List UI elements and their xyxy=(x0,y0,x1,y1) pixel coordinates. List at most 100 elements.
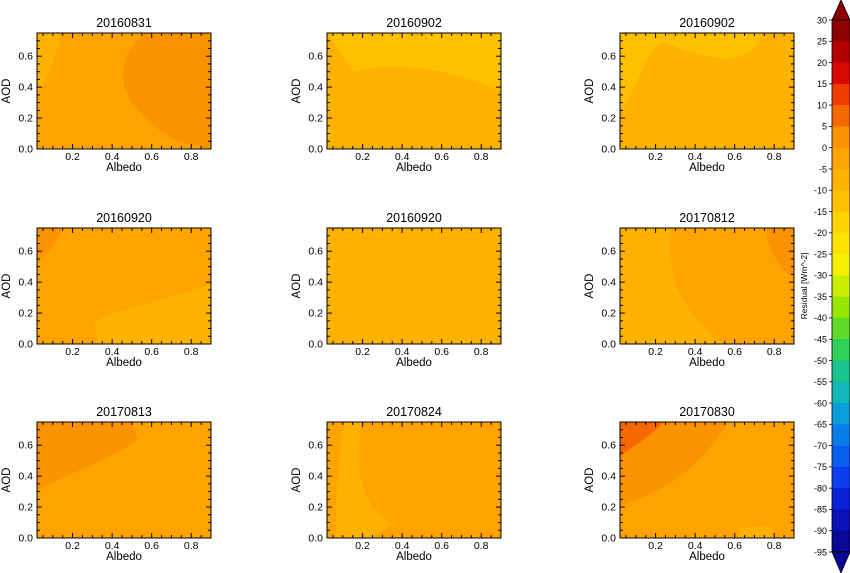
colorbar-segment xyxy=(832,381,850,404)
colorbar-tick-label: 0 xyxy=(822,143,827,153)
x-tick-label: 0.6 xyxy=(727,346,742,358)
x-tick-label: 0.4 xyxy=(395,540,410,552)
x-axis-label: Albedo xyxy=(106,551,142,563)
y-tick-label: 0.0 xyxy=(601,533,616,545)
colorbar-segment xyxy=(832,62,850,85)
panel-title: 20170830 xyxy=(679,405,735,419)
y-axis-label: AOD xyxy=(1,274,13,299)
colorbar-label: Residual [Wm^-2] xyxy=(799,253,809,320)
y-tick-label: 0.4 xyxy=(308,82,323,94)
colorbar-tick-label: -30 xyxy=(814,271,827,281)
x-tick-label: 0.2 xyxy=(648,151,663,163)
colorbar-tick-label: 15 xyxy=(817,79,827,89)
contour-fills xyxy=(327,33,501,149)
y-tick-label: 0.0 xyxy=(308,339,323,351)
contour-region xyxy=(335,422,394,538)
x-axis-label: Albedo xyxy=(689,551,725,563)
y-tick-label: 0.0 xyxy=(308,144,323,156)
x-axis-label: Albedo xyxy=(106,162,142,174)
y-tick-label: 0.4 xyxy=(18,82,33,94)
y-tick-label: 0.6 xyxy=(601,440,616,452)
colorbar-segment xyxy=(832,254,850,276)
y-axis-label: AOD xyxy=(584,468,596,493)
y-tick-label: 0.6 xyxy=(18,246,33,258)
colorbar-tick-label: -55 xyxy=(814,377,827,387)
colorbar-segment xyxy=(832,83,850,106)
panel-title: 20170813 xyxy=(96,405,152,419)
x-tick-label: 0.2 xyxy=(65,346,80,358)
colorbar-tick-label: -15 xyxy=(814,207,827,217)
contour-region xyxy=(327,228,501,344)
contour-fills xyxy=(620,228,794,344)
x-tick-label: 0.8 xyxy=(767,346,782,358)
x-tick-label: 0.4 xyxy=(688,540,703,552)
x-tick-label: 0.6 xyxy=(434,151,449,163)
colorbar-segment xyxy=(832,339,850,361)
x-tick-label: 0.2 xyxy=(648,346,663,358)
y-tick-label: 0.6 xyxy=(601,51,616,63)
contour-fills xyxy=(620,33,794,149)
colorbar-segment xyxy=(832,126,850,148)
colorbar-tick-label: -50 xyxy=(814,356,827,366)
colorbar-segment xyxy=(832,509,850,532)
x-tick-label: 0.4 xyxy=(105,151,120,163)
colorbar-tick-label: -75 xyxy=(814,462,827,472)
y-tick-label: 0.0 xyxy=(18,533,33,545)
panel-title: 20160902 xyxy=(386,16,442,30)
y-tick-label: 0.0 xyxy=(601,144,616,156)
x-tick-label: 0.8 xyxy=(474,540,489,552)
colorbar-segment xyxy=(832,190,850,212)
colorbar-tick-label: 25 xyxy=(817,37,827,47)
y-axis-label: AOD xyxy=(291,274,303,299)
colorbar-tick-label: -80 xyxy=(814,483,827,493)
y-tick-label: 0.2 xyxy=(601,113,616,125)
x-tick-label: 0.2 xyxy=(65,540,80,552)
colorbar-tick-label: -5 xyxy=(819,164,827,174)
y-tick-label: 0.0 xyxy=(601,339,616,351)
x-tick-label: 0.8 xyxy=(184,540,199,552)
x-tick-label: 0.2 xyxy=(355,540,370,552)
x-axis-label: Albedo xyxy=(689,357,725,369)
x-tick-label: 0.2 xyxy=(65,151,80,163)
y-axis-label: AOD xyxy=(584,274,596,299)
y-tick-label: 0.4 xyxy=(18,277,33,289)
colorbar-segment xyxy=(832,41,850,63)
x-axis-label: Albedo xyxy=(396,162,432,174)
plot-frame xyxy=(326,227,502,345)
contour-fills xyxy=(37,228,211,344)
x-axis-label: Albedo xyxy=(106,357,142,369)
x-tick-label: 0.2 xyxy=(355,346,370,358)
y-tick-label: 0.2 xyxy=(18,113,33,125)
colorbar-tick-label: -85 xyxy=(814,505,827,515)
colorbar-segment xyxy=(832,424,850,446)
colorbar-segment xyxy=(832,20,850,42)
x-tick-label: 0.2 xyxy=(355,151,370,163)
contour-region xyxy=(620,33,794,149)
y-axis-label: AOD xyxy=(291,468,303,493)
y-tick-label: 0.0 xyxy=(18,144,33,156)
panel-title: 20170812 xyxy=(679,211,735,225)
colorbar-tick-label: 30 xyxy=(817,15,827,25)
colorbar-tick-label: 20 xyxy=(817,58,827,68)
y-tick-label: 0.0 xyxy=(18,339,33,351)
x-tick-label: 0.4 xyxy=(395,151,410,163)
colorbar-tick-label: -10 xyxy=(814,186,827,196)
colorbar-segment xyxy=(832,168,850,191)
contour-region xyxy=(766,228,794,281)
colorbar: 30 25 20 15 10 5 0 -5 -10 -15 -20 -25 -30 -35 -40 -45 -5… xyxy=(799,0,850,573)
colorbar-segment xyxy=(832,488,850,510)
y-tick-label: 0.4 xyxy=(601,277,616,289)
contour-region xyxy=(361,422,501,521)
colorbar-tick-label: -60 xyxy=(814,398,827,408)
x-tick-label: 0.2 xyxy=(648,540,663,552)
colorbar-tick-label: 5 xyxy=(822,122,827,132)
contour-region xyxy=(37,33,62,94)
colorbar-segment xyxy=(832,147,850,170)
x-tick-label: 0.6 xyxy=(434,540,449,552)
colorbar-tick-label: 10 xyxy=(817,100,827,110)
